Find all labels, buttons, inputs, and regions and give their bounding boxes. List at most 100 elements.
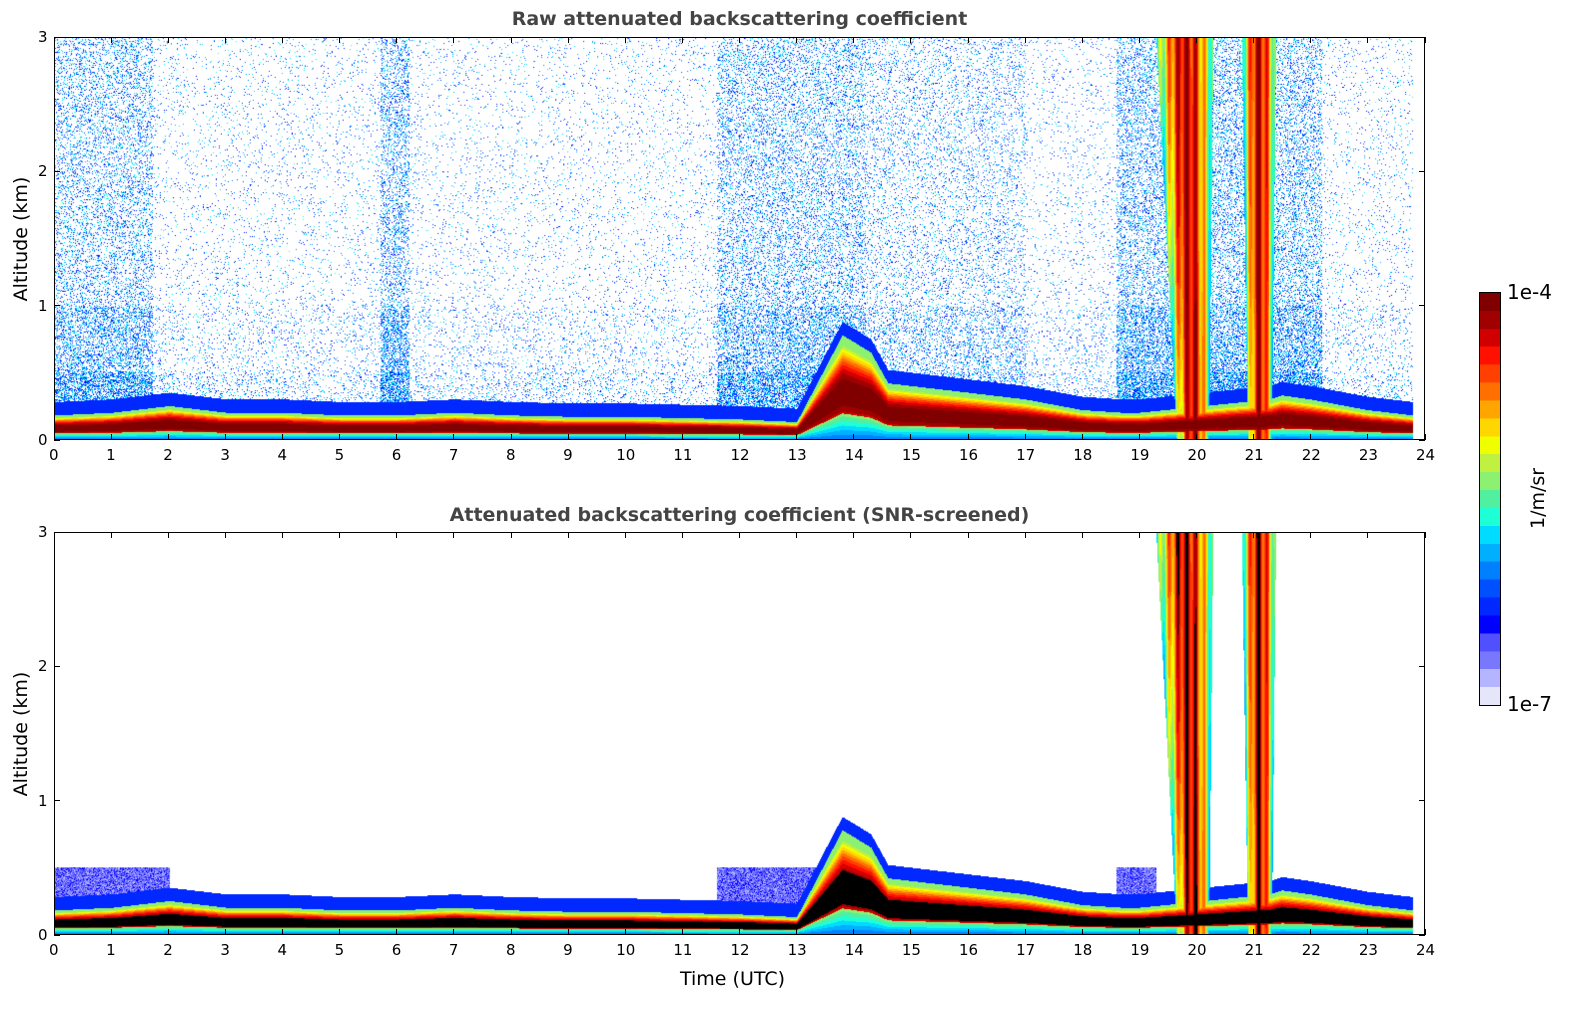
x-tick bbox=[53, 929, 55, 935]
x-tick bbox=[1253, 434, 1255, 440]
y-tick bbox=[1419, 439, 1425, 441]
x-tick-label: 23 bbox=[1358, 941, 1378, 959]
x-tick-label: 22 bbox=[1301, 446, 1321, 464]
x-tick bbox=[624, 37, 626, 43]
x-tick-label: 17 bbox=[1016, 446, 1036, 464]
x-tick-label: 23 bbox=[1358, 446, 1378, 464]
x-tick-label: 5 bbox=[334, 941, 345, 959]
x-tick bbox=[53, 37, 55, 43]
x-tick bbox=[1310, 929, 1312, 935]
x-tick bbox=[53, 434, 55, 440]
x-tick bbox=[1196, 532, 1197, 538]
x-tick bbox=[224, 532, 226, 538]
x-tick bbox=[853, 532, 855, 538]
x-tick-label: 15 bbox=[901, 941, 921, 959]
x-tick bbox=[110, 37, 112, 43]
x-tick bbox=[567, 929, 569, 935]
y-tick-label: 3 bbox=[38, 28, 48, 46]
x-tick bbox=[1424, 37, 1426, 43]
x-tick bbox=[510, 434, 512, 440]
chart-title: Attenuated backscattering coefficient (S… bbox=[449, 504, 1030, 526]
colorbar-min-label: 1e-7 bbox=[1507, 692, 1552, 716]
x-tick bbox=[796, 929, 798, 935]
x-tick bbox=[796, 37, 798, 43]
x-tick-label: 0 bbox=[49, 941, 59, 959]
y-tick bbox=[1419, 305, 1425, 307]
y-tick-label: 0 bbox=[38, 431, 48, 449]
x-tick-label: 0 bbox=[49, 446, 59, 464]
x-tick-label: 2 bbox=[163, 446, 173, 464]
x-tick bbox=[1253, 532, 1255, 538]
y-tick-label: 3 bbox=[38, 523, 48, 541]
x-tick bbox=[1196, 37, 1197, 43]
x-tick-label: 19 bbox=[1130, 941, 1150, 959]
x-tick-label: 4 bbox=[277, 446, 288, 464]
x-tick bbox=[1024, 434, 1026, 440]
x-tick-label: 21 bbox=[1244, 941, 1264, 959]
x-tick bbox=[910, 929, 912, 935]
x-tick-label: 19 bbox=[1130, 446, 1150, 464]
x-tick bbox=[167, 929, 169, 935]
x-tick-label: 24 bbox=[1416, 446, 1436, 464]
x-tick bbox=[1424, 929, 1426, 935]
x-tick bbox=[1253, 929, 1255, 935]
x-tick bbox=[510, 37, 512, 43]
y-tick bbox=[1419, 531, 1425, 533]
x-tick bbox=[453, 434, 455, 440]
x-tick bbox=[1253, 37, 1255, 43]
x-tick bbox=[396, 37, 398, 43]
x-tick bbox=[681, 532, 683, 538]
x-tick bbox=[1081, 37, 1083, 43]
x-tick-label: 10 bbox=[616, 446, 636, 464]
x-tick bbox=[282, 434, 283, 440]
heatmap-screened bbox=[55, 533, 1424, 934]
plot-area-raw bbox=[54, 37, 1425, 440]
x-tick bbox=[110, 434, 112, 440]
x-tick bbox=[567, 434, 569, 440]
x-tick bbox=[1081, 929, 1083, 935]
x-tick bbox=[339, 929, 341, 935]
x-tick bbox=[1367, 929, 1369, 935]
y-tick bbox=[54, 170, 60, 172]
plot-area-screened bbox=[54, 532, 1425, 935]
x-tick bbox=[1081, 532, 1083, 538]
x-tick-label: 1 bbox=[106, 446, 116, 464]
x-tick bbox=[224, 37, 226, 43]
x-tick-label: 20 bbox=[1187, 446, 1207, 464]
x-tick bbox=[567, 532, 569, 538]
x-tick bbox=[1024, 929, 1026, 935]
x-tick bbox=[739, 929, 740, 935]
x-tick-label: 12 bbox=[730, 941, 750, 959]
y-tick bbox=[54, 665, 60, 667]
x-tick bbox=[110, 929, 112, 935]
colorbar-gradient bbox=[1479, 292, 1501, 706]
chart-title: Raw attenuated backscattering coefficien… bbox=[511, 8, 968, 30]
x-tick bbox=[681, 434, 683, 440]
x-tick bbox=[796, 532, 798, 538]
y-tick bbox=[1419, 170, 1425, 172]
x-tick bbox=[510, 532, 512, 538]
x-tick bbox=[1367, 434, 1369, 440]
x-tick bbox=[967, 37, 969, 43]
x-tick bbox=[967, 929, 969, 935]
x-axis-label: Time (UTC) bbox=[680, 968, 786, 990]
x-tick-label: 18 bbox=[1073, 941, 1093, 959]
x-tick bbox=[1024, 37, 1026, 43]
x-tick bbox=[1081, 434, 1083, 440]
x-tick bbox=[453, 929, 455, 935]
x-tick-label: 11 bbox=[673, 446, 693, 464]
x-tick bbox=[396, 434, 398, 440]
x-tick-label: 16 bbox=[959, 941, 979, 959]
y-tick bbox=[1419, 934, 1425, 936]
x-tick bbox=[167, 532, 169, 538]
x-tick bbox=[453, 37, 455, 43]
x-tick-label: 3 bbox=[220, 941, 230, 959]
y-tick bbox=[1419, 36, 1425, 38]
x-tick-label: 2 bbox=[163, 941, 173, 959]
x-tick bbox=[624, 532, 626, 538]
y-axis-label: Altitude (km) bbox=[10, 671, 32, 797]
x-tick bbox=[282, 37, 283, 43]
x-tick bbox=[224, 434, 226, 440]
y-tick bbox=[54, 305, 60, 307]
x-tick bbox=[224, 929, 226, 935]
